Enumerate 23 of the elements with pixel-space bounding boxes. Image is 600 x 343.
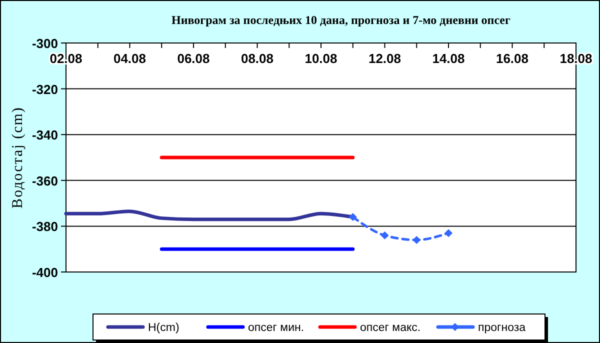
- point: [348, 213, 357, 222]
- x-tick-label: 12.08: [368, 51, 402, 66]
- x-tick-label: 08.08: [240, 51, 274, 66]
- point: [444, 229, 452, 238]
- chart-title: Нивограм за последњих 10 дана, прогноза и 7-мо дневни опсег: [172, 13, 512, 27]
- legend-label: прогноза: [478, 322, 526, 334]
- legend-label: H(cm): [148, 322, 180, 334]
- y-tick-label: -300: [32, 36, 58, 51]
- x-tick-label: 06.08: [177, 51, 210, 66]
- legend-label: опсег мин.: [248, 322, 304, 334]
- y-tick-label: -320: [32, 82, 58, 97]
- point: [412, 236, 421, 244]
- x-tick-label: 14.08: [432, 51, 465, 66]
- legend-label: опсег макс.: [360, 322, 421, 334]
- point: [380, 231, 389, 240]
- x-tick-label: 16.08: [496, 51, 529, 66]
- y-tick-label: -360: [32, 173, 58, 188]
- y-tick-label: -380: [32, 219, 58, 234]
- x-tick-label: 10.08: [304, 51, 338, 66]
- y-axis-title: Водостај (cm): [10, 106, 26, 208]
- y-tick-label: -400: [32, 265, 58, 280]
- y-tick-label: -340: [32, 128, 58, 143]
- x-tick-label: 04.08: [113, 51, 146, 66]
